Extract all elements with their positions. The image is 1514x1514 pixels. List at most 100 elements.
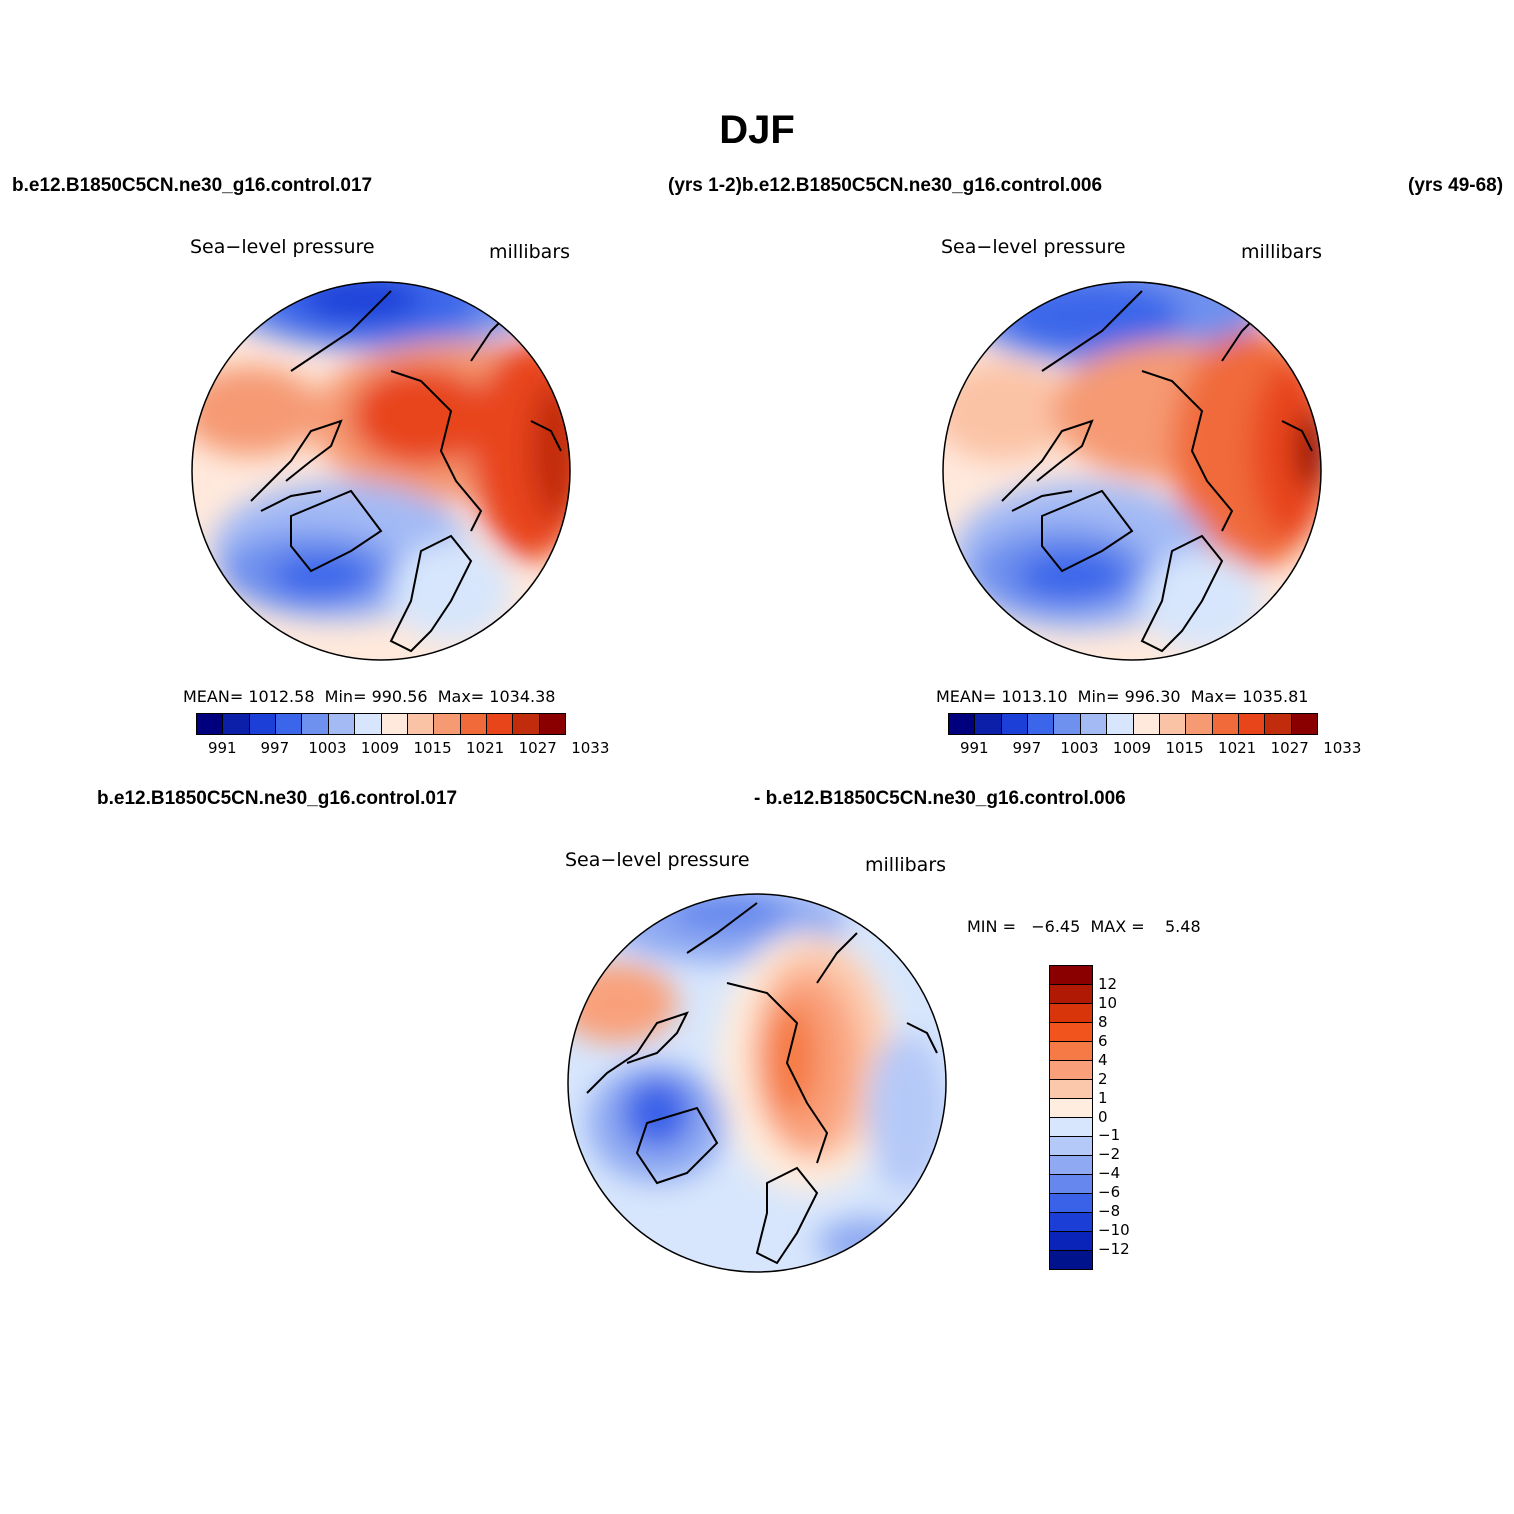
panel2-colorbar-swatch <box>1080 714 1108 734</box>
panel1-colorbar-tick-label: 997 <box>260 739 290 757</box>
panel1-colorbar-tick-label: 1027 <box>518 739 557 757</box>
panel1-colorbar-swatch <box>539 714 566 734</box>
panel2-stats: MEAN= 1013.10 Min= 996.30 Max= 1035.81 <box>936 687 1308 706</box>
panel3-variable: Sea−level pressure <box>565 849 750 871</box>
figure-title: DJF <box>719 108 795 152</box>
panel1-polar-map <box>191 281 571 661</box>
panel2-colorbar-swatch <box>949 714 976 734</box>
panel2-colorbar-tick-label: 1003 <box>1060 739 1099 757</box>
panel1-colorbar-tick-label: 1021 <box>466 739 505 757</box>
panel1-colorbar-tick-label: 1015 <box>413 739 452 757</box>
panel3-colorbar-tick-label: 12 <box>1098 974 1118 993</box>
panel2-colorbar-swatch <box>1001 714 1029 734</box>
panel1-colorbar-tick-label: 1003 <box>308 739 347 757</box>
panel3-colorbar-tick-label: 10 <box>1098 993 1118 1012</box>
panel1-colorbar-swatch <box>460 714 487 734</box>
panel1-colorbar-swatch <box>513 714 540 734</box>
panel3-colorbar-swatch <box>1050 1156 1092 1175</box>
panel3-colorbar-swatch <box>1050 1213 1092 1232</box>
panel3-colorbar-swatch <box>1050 1080 1092 1099</box>
panel3-colorbar-tick-label: −10 <box>1098 1221 1130 1240</box>
panel3-colorbar-tick-label: 6 <box>1098 1031 1108 1050</box>
panel1-stats: MEAN= 1012.58 Min= 990.56 Max= 1034.38 <box>183 687 555 706</box>
panel2-colorbar-swatch <box>1159 714 1187 734</box>
panel2-mean-label: MEAN= <box>936 687 997 706</box>
panel1-colorbar-swatch <box>249 714 277 734</box>
panel1-colorbar-swatch <box>434 714 461 734</box>
panel1-colorbar-tick-label: 991 <box>207 739 237 757</box>
panel3-colorbar-swatch <box>1050 1118 1092 1137</box>
panel1-mean-value: 1012.58 <box>248 687 315 706</box>
panel1-colorbar-swatch <box>407 714 435 734</box>
panel1-variable: Sea−level pressure <box>190 236 375 258</box>
panel2-max-value: 1035.81 <box>1242 687 1309 706</box>
panel3-colorbar-tick-label: −12 <box>1098 1240 1130 1259</box>
panel3-colorbar-swatch <box>1050 1251 1092 1269</box>
panel3-colorbar-swatch <box>1050 1042 1092 1061</box>
panel2-colorbar-swatch <box>1133 714 1160 734</box>
panel3-colorbar-swatch <box>1050 1175 1092 1194</box>
panel3-difference-field <box>568 894 946 1272</box>
case-label-right: (yrs 49-68) <box>1408 175 1504 196</box>
panel1-max-label: Max= <box>437 687 485 706</box>
panel2-colorbar-swatch <box>1212 714 1239 734</box>
panel2-colorbar-swatch <box>1186 714 1213 734</box>
diff-case-label-right: - b.e12.B1850C5CN.ne30_g16.control.006 <box>754 788 1126 809</box>
panel3-colorbar-tick-label: 4 <box>1098 1050 1108 1069</box>
panel1-colorbar-swatch <box>197 714 224 734</box>
panel1-colorbar <box>196 713 566 735</box>
panel3-colorbar-tick-label: 2 <box>1098 1069 1108 1088</box>
panel3-min-max: MIN = −6.45 MAX = 5.48 <box>967 917 1201 936</box>
panel2-colorbar-swatch <box>1107 714 1134 734</box>
panel3-colorbar-tick-label: 0 <box>1098 1107 1108 1126</box>
panel2-max-label: Max= <box>1190 687 1238 706</box>
panel3-colorbar-tick-label: −8 <box>1098 1202 1121 1221</box>
panel2-coastlines <box>1001 290 1313 653</box>
panel2-colorbar-tick-label: 1015 <box>1165 739 1204 757</box>
panel3-colorbar-swatch <box>1050 1194 1092 1213</box>
panel3-colorbar-swatch <box>1050 985 1092 1004</box>
panel1-colorbar-swatch <box>302 714 329 734</box>
panel2-colorbar-swatch <box>975 714 1002 734</box>
panel3-units: millibars <box>865 854 947 876</box>
panel3-colorbar-swatch <box>1050 1099 1092 1118</box>
panel2-colorbar-tick-label: 1033 <box>1323 739 1362 757</box>
panel2-min-label: Min= <box>1077 687 1120 706</box>
panel2-variable: Sea−level pressure <box>941 236 1126 258</box>
panel1-colorbar-swatch <box>486 714 514 734</box>
panel1-max-value: 1034.38 <box>489 687 556 706</box>
panel1-colorbar-swatch <box>276 714 303 734</box>
panel2-colorbar-tick-label: 997 <box>1012 739 1042 757</box>
panel2-colorbar-tick-label: 1021 <box>1218 739 1257 757</box>
panel2-units: millibars <box>1241 241 1323 263</box>
panel2-colorbar-tick-label: 1027 <box>1270 739 1309 757</box>
panel3-colorbar-swatch <box>1050 1232 1092 1251</box>
panel1-colorbar-swatch <box>355 714 382 734</box>
panel1-coastlines <box>250 290 562 653</box>
panel1-colorbar-tick-label: 1033 <box>571 739 610 757</box>
panel3-colorbar-tick-label: 8 <box>1098 1012 1108 1031</box>
panel3-colorbar-tick-label: 1 <box>1098 1088 1108 1107</box>
panel3-colorbar-tick-label: −2 <box>1098 1145 1121 1164</box>
panel3-colorbar-swatch <box>1050 1061 1092 1080</box>
panel2-colorbar <box>948 713 1318 735</box>
panel3-colorbar-swatch <box>1050 1023 1092 1042</box>
panel3-polar-map <box>567 893 947 1273</box>
panel2-pressure-field <box>943 282 1321 660</box>
panel1-mean-label: MEAN= <box>183 687 244 706</box>
panel3-colorbar-swatch <box>1050 966 1092 985</box>
panel1-min-value: 990.56 <box>371 687 428 706</box>
panel2-mean-value: 1013.10 <box>1001 687 1068 706</box>
case-label-middle: (yrs 1-2)b.e12.B1850C5CN.ne30_g16.contro… <box>668 175 1103 196</box>
panel3-colorbar-tick-label: −6 <box>1098 1183 1121 1202</box>
panel2-colorbar-swatch <box>1028 714 1055 734</box>
panel2-colorbar-swatch <box>1238 714 1266 734</box>
panel1-colorbar-swatch <box>328 714 356 734</box>
panel3-colorbar <box>1049 965 1093 1270</box>
panel2-colorbar-swatch <box>1265 714 1292 734</box>
case-label-left: b.e12.B1850C5CN.ne30_g16.control.017 <box>12 175 373 196</box>
panel3-colorbar-tick-label: −4 <box>1098 1164 1121 1183</box>
panel1-pressure-field <box>192 282 570 660</box>
panel2-colorbar-swatch <box>1291 714 1318 734</box>
panel2-colorbar-tick-label: 1009 <box>1112 739 1152 757</box>
